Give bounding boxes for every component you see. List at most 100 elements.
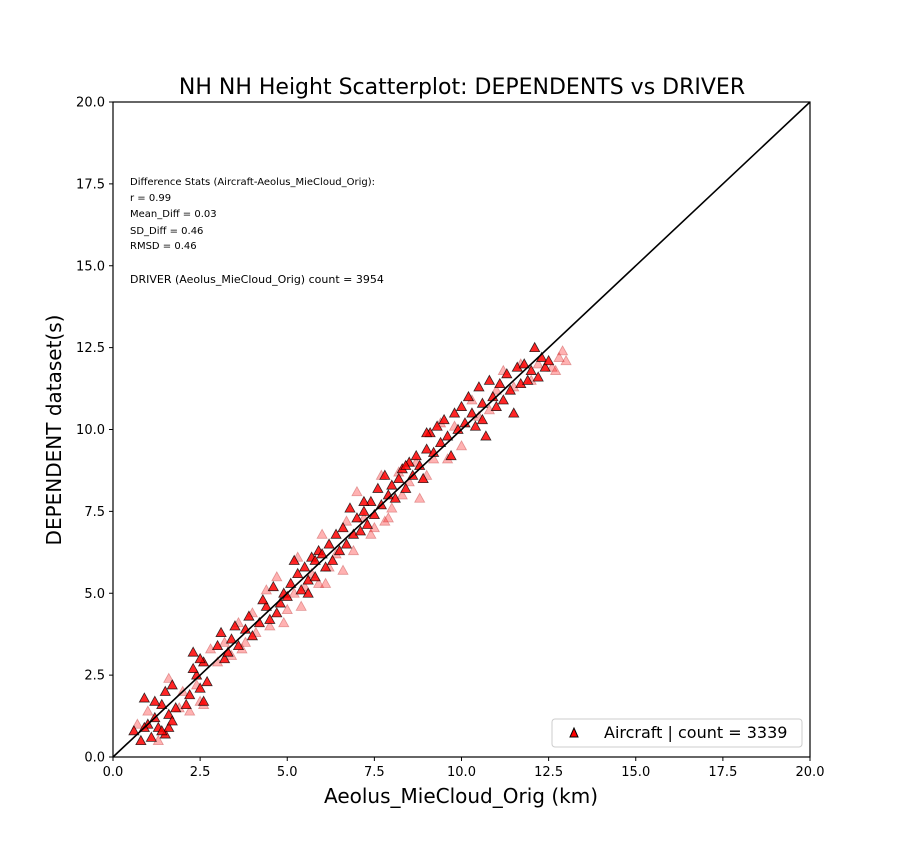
x-tick-label: 5.0	[277, 765, 298, 780]
data-point	[431, 420, 443, 431]
x-axis-ticks: 0.0 2.5 5.0 7.5 10.0 12.5 15.0 17.5 20.0	[103, 757, 825, 780]
y-tick-label: 20.0	[76, 96, 105, 111]
data-point	[372, 482, 384, 493]
faded-data-point	[455, 440, 468, 451]
data-point	[197, 695, 210, 706]
y-axis-title: DEPENDENT dataset(s)	[42, 315, 66, 546]
data-point	[473, 381, 485, 392]
data-point	[508, 407, 520, 418]
y-tick-label: 7.5	[84, 505, 105, 520]
data-point	[187, 646, 199, 657]
data-point	[483, 374, 496, 385]
faded-data-point	[340, 515, 353, 526]
data-point	[135, 734, 147, 746]
faded-data-point	[264, 620, 276, 631]
data-point	[298, 561, 311, 572]
data-point	[529, 341, 541, 353]
stats-line: SD_Diff = 0.46	[130, 226, 203, 237]
data-point	[183, 688, 196, 700]
faded-data-point	[414, 492, 426, 503]
faded-data-point	[396, 489, 408, 500]
data-point	[337, 521, 349, 533]
faded-data-point	[560, 354, 572, 366]
data-point	[232, 639, 245, 651]
data-point	[225, 633, 238, 644]
data-point	[271, 607, 283, 618]
data-point	[159, 685, 171, 696]
legend-label: Aircraft | count = 3339	[604, 723, 787, 742]
data-point	[288, 554, 300, 565]
driver-count-text: DRIVER (Aeolus_MieCloud_Orig) count = 39…	[130, 273, 384, 286]
data-point	[379, 469, 391, 480]
faded-data-point	[337, 564, 349, 575]
faded-data-point	[365, 528, 377, 539]
data-point	[504, 384, 516, 395]
y-axis-ticks: 0.0 2.5 5.0 7.5 10.0 12.5 15.0 17.5 20.0	[76, 96, 113, 766]
faded-data-point	[278, 616, 290, 628]
data-point	[386, 479, 398, 490]
data-point	[441, 430, 454, 441]
data-point	[438, 413, 450, 425]
faded-data-point	[163, 672, 175, 683]
faded-data-point	[549, 364, 562, 375]
data-point	[215, 626, 227, 637]
data-point	[163, 721, 175, 732]
faded-data-point	[553, 351, 565, 362]
data-point	[323, 538, 335, 549]
data-point	[128, 724, 140, 736]
stats-line: RMSD = 0.46	[130, 241, 197, 252]
data-point	[497, 394, 509, 405]
stats-line: Mean_Diff = 0.03	[130, 209, 217, 220]
faded-data-point	[347, 544, 360, 556]
data-point	[466, 407, 478, 418]
data-point	[393, 472, 405, 484]
faded-data-point	[351, 485, 363, 497]
data-point	[420, 443, 433, 454]
data-point	[187, 662, 199, 673]
x-tick-label: 12.5	[534, 765, 563, 780]
y-tick-label: 12.5	[76, 341, 105, 356]
data-point	[539, 361, 551, 372]
one-to-one-reference-line	[112, 101, 811, 758]
faded-data-point	[142, 705, 154, 716]
data-point	[340, 538, 353, 549]
x-tick-label: 10.0	[447, 765, 476, 780]
data-point	[455, 400, 468, 411]
legend-triangle-marker	[569, 726, 579, 738]
data-point	[218, 652, 231, 664]
data-point	[326, 554, 339, 565]
data-point	[166, 679, 178, 690]
data-point	[194, 652, 206, 664]
faded-data-point	[295, 600, 307, 611]
difference-stats: Difference Stats (Aircraft-Aeolus_MieClo…	[130, 177, 375, 252]
data-point	[246, 630, 259, 641]
data-point	[201, 675, 213, 687]
data-point	[410, 449, 422, 461]
data-point	[194, 682, 206, 693]
aircraft-point-layer	[128, 341, 555, 746]
data-point	[417, 472, 429, 484]
faded-data-point	[532, 358, 544, 369]
y-tick-label: 10.0	[76, 423, 105, 438]
faded-data-point	[131, 718, 144, 729]
data-point	[138, 692, 151, 703]
x-tick-label: 7.5	[364, 765, 385, 780]
data-point	[292, 567, 304, 578]
y-tick-label: 17.5	[76, 177, 105, 192]
faded-data-point	[183, 705, 196, 716]
faded-data-point	[556, 345, 569, 356]
x-tick-label: 20.0	[796, 765, 825, 780]
x-tick-label: 2.5	[190, 765, 211, 780]
data-point	[434, 436, 447, 448]
data-point	[316, 548, 328, 559]
stats-line: r = 0.99	[130, 193, 171, 204]
data-point	[476, 397, 489, 408]
data-point	[525, 364, 537, 375]
faded-data-point	[312, 577, 325, 588]
data-point	[494, 377, 506, 389]
data-point	[476, 413, 489, 425]
data-point	[264, 613, 276, 624]
data-point	[309, 554, 321, 565]
data-point	[448, 407, 461, 418]
